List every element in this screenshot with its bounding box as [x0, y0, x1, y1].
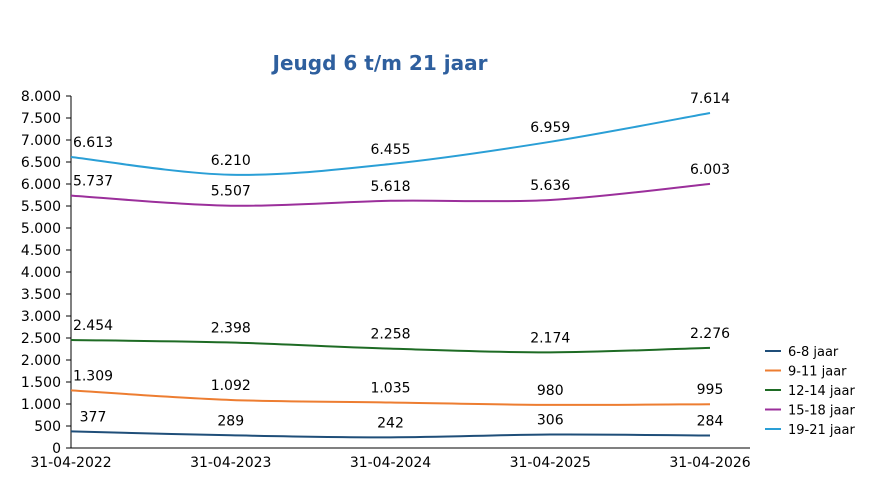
data-label: 1.035 — [370, 380, 410, 396]
data-label: 284 — [697, 414, 724, 430]
data-label: 1.309 — [73, 368, 113, 384]
y-tick-label: 7.500 — [21, 111, 61, 127]
data-label: 6.959 — [530, 120, 570, 136]
y-tick-label: 2.500 — [21, 331, 61, 347]
x-tick-label: 31-04-2023 — [190, 455, 271, 471]
data-label: 5.618 — [370, 179, 410, 195]
y-tick-label: 6.000 — [21, 177, 61, 193]
y-tick-label: 1.500 — [21, 375, 61, 391]
data-label: 2.174 — [530, 330, 570, 346]
legend-label: 19-21 jaar — [788, 423, 855, 438]
data-label: 2.276 — [690, 326, 730, 342]
data-label: 5.636 — [530, 178, 570, 194]
data-label: 5.507 — [211, 184, 251, 200]
x-tick-label: 31-04-2026 — [669, 455, 750, 471]
data-label: 6.003 — [690, 162, 730, 178]
series-line-6-8-jaar — [70, 430, 711, 439]
series-line-15-18-jaar — [70, 182, 711, 207]
x-tick-label: 31-04-2022 — [30, 455, 111, 471]
y-tick-label: 5.500 — [21, 199, 61, 215]
y-tick-label: 2.000 — [21, 353, 61, 369]
y-tick-label: 4.000 — [21, 265, 61, 281]
y-tick-label: 4.500 — [21, 243, 61, 259]
data-label: 6.455 — [370, 142, 410, 158]
y-tick-label: 7.000 — [21, 133, 61, 149]
data-label: 306 — [537, 413, 564, 429]
data-label: 6.613 — [73, 135, 113, 151]
legend-label: 6-8 jaar — [788, 345, 839, 360]
data-label: 2.398 — [211, 320, 251, 336]
data-label: 377 — [80, 409, 107, 425]
y-tick-label: 5.000 — [21, 221, 61, 237]
data-label: 242 — [377, 415, 404, 431]
series-line-12-14-jaar — [70, 339, 711, 354]
data-label: 980 — [537, 383, 564, 399]
series-line-9-11-jaar — [70, 389, 711, 406]
y-tick-label: 3.500 — [21, 287, 61, 303]
data-label: 1.092 — [211, 378, 251, 394]
chart-title: Jeugd 6 t/m 21 jaar — [271, 51, 488, 75]
series-line-19-21-jaar — [70, 111, 711, 176]
legend-label: 15-18 jaar — [788, 404, 855, 419]
legend-label: 12-14 jaar — [788, 384, 855, 399]
x-tick-label: 31-04-2025 — [510, 455, 591, 471]
y-tick-label: 1.000 — [21, 397, 61, 413]
y-tick-label: 3.000 — [21, 309, 61, 325]
legend-label: 9-11 jaar — [788, 365, 847, 380]
data-label: 6.210 — [211, 153, 251, 169]
data-label: 7.614 — [690, 91, 730, 107]
data-label: 289 — [217, 413, 244, 429]
y-tick-label: 6.500 — [21, 155, 61, 171]
data-label: 995 — [697, 382, 724, 398]
y-tick-label: 500 — [34, 419, 61, 435]
x-tick-label: 31-04-2024 — [350, 455, 431, 471]
data-label: 2.258 — [370, 327, 410, 343]
y-tick-label: 8.000 — [21, 89, 61, 105]
data-label: 2.454 — [73, 318, 113, 334]
data-label: 5.737 — [73, 174, 113, 190]
y-tick-label: 0 — [52, 441, 61, 457]
